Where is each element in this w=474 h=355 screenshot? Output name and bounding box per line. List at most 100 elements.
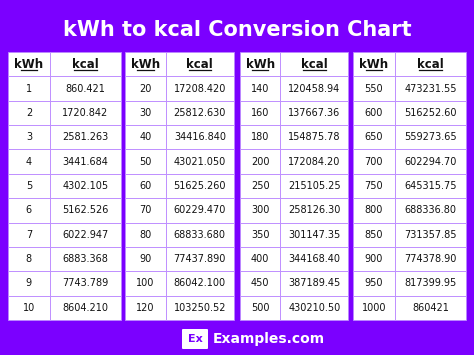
Text: 8: 8 [26, 254, 32, 264]
Bar [165, 149, 234, 174]
Bar [50, 247, 121, 271]
Bar [280, 223, 348, 247]
Bar [126, 223, 165, 247]
Bar [353, 174, 395, 198]
Text: 1000: 1000 [362, 303, 386, 313]
Text: 650: 650 [365, 132, 383, 142]
Text: 17208.420: 17208.420 [173, 83, 226, 94]
Bar [50, 174, 121, 198]
Text: 9: 9 [26, 278, 32, 289]
Bar [8, 198, 50, 223]
Bar [126, 52, 165, 76]
Bar [353, 296, 395, 320]
Text: 800: 800 [365, 205, 383, 215]
Bar [395, 247, 466, 271]
Bar [240, 76, 280, 101]
Bar [240, 174, 280, 198]
Text: kWh to kcal Conversion Chart: kWh to kcal Conversion Chart [63, 20, 411, 40]
Text: 60229.470: 60229.470 [173, 205, 226, 215]
Bar [280, 76, 348, 101]
Text: 4: 4 [26, 157, 32, 166]
Bar [126, 76, 165, 101]
Text: 172084.20: 172084.20 [288, 157, 340, 166]
Text: 516252.60: 516252.60 [404, 108, 456, 118]
Bar [126, 125, 165, 149]
Text: 6: 6 [26, 205, 32, 215]
Text: 120: 120 [137, 303, 155, 313]
Bar [8, 101, 50, 125]
Text: 20: 20 [139, 83, 152, 94]
Text: 8604.210: 8604.210 [63, 303, 109, 313]
Bar [126, 296, 165, 320]
Bar [126, 247, 165, 271]
Bar [280, 271, 348, 296]
Text: 6883.368: 6883.368 [63, 254, 109, 264]
Text: 3: 3 [26, 132, 32, 142]
Bar [280, 296, 348, 320]
Text: 850: 850 [365, 230, 383, 240]
Bar [353, 271, 395, 296]
Text: 77437.890: 77437.890 [173, 254, 226, 264]
Text: 5: 5 [26, 181, 32, 191]
Text: 500: 500 [251, 303, 269, 313]
Text: 2581.263: 2581.263 [62, 132, 109, 142]
Text: 103250.52: 103250.52 [173, 303, 226, 313]
Bar [395, 76, 466, 101]
Bar [50, 296, 121, 320]
Bar [165, 101, 234, 125]
Text: 30: 30 [139, 108, 152, 118]
Text: 774378.90: 774378.90 [404, 254, 456, 264]
Bar [50, 198, 121, 223]
Bar [126, 149, 165, 174]
Bar [240, 101, 280, 125]
Text: 300: 300 [251, 205, 269, 215]
Text: 700: 700 [365, 157, 383, 166]
Text: Ex: Ex [188, 334, 202, 344]
Text: 344168.40: 344168.40 [288, 254, 340, 264]
Text: 80: 80 [139, 230, 152, 240]
Bar [50, 125, 121, 149]
Bar [280, 101, 348, 125]
Bar [126, 101, 165, 125]
Bar [353, 223, 395, 247]
Text: 400: 400 [251, 254, 269, 264]
Bar [240, 296, 280, 320]
Bar [353, 125, 395, 149]
Text: 3441.684: 3441.684 [63, 157, 109, 166]
Text: 25812.630: 25812.630 [173, 108, 226, 118]
Text: 258126.30: 258126.30 [288, 205, 340, 215]
Bar [353, 52, 395, 76]
Bar [240, 52, 280, 76]
Bar [8, 174, 50, 198]
Text: 301147.35: 301147.35 [288, 230, 340, 240]
Bar [165, 125, 234, 149]
Text: kcal: kcal [417, 58, 444, 71]
Text: 120458.94: 120458.94 [288, 83, 340, 94]
Bar [395, 101, 466, 125]
Bar [395, 174, 466, 198]
Bar [395, 223, 466, 247]
Text: 860421: 860421 [412, 303, 449, 313]
Text: 40: 40 [139, 132, 152, 142]
Bar [353, 101, 395, 125]
Bar [165, 174, 234, 198]
Bar [353, 198, 395, 223]
Text: 154875.78: 154875.78 [288, 132, 341, 142]
Bar [50, 101, 121, 125]
Bar [395, 198, 466, 223]
Text: 387189.45: 387189.45 [288, 278, 340, 289]
Bar [50, 76, 121, 101]
Bar [50, 271, 121, 296]
Text: 43021.050: 43021.050 [173, 157, 226, 166]
Text: 860.421: 860.421 [65, 83, 105, 94]
Bar [126, 198, 165, 223]
Text: 1: 1 [26, 83, 32, 94]
Text: kWh: kWh [246, 58, 274, 71]
Bar [8, 125, 50, 149]
Text: 7: 7 [26, 230, 32, 240]
Bar [8, 296, 50, 320]
Text: 60: 60 [139, 181, 152, 191]
Text: 559273.65: 559273.65 [404, 132, 457, 142]
Text: 86042.100: 86042.100 [174, 278, 226, 289]
Bar [280, 174, 348, 198]
